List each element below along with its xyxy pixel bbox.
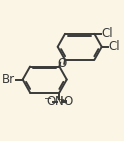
Text: Cl: Cl (108, 40, 120, 53)
Text: O: O (63, 95, 73, 108)
Text: Br: Br (2, 73, 15, 86)
Text: O: O (46, 95, 56, 108)
Text: +: + (58, 95, 64, 103)
Text: Cl: Cl (101, 27, 113, 40)
Text: N: N (55, 95, 64, 108)
Text: −: − (44, 94, 52, 104)
Text: O: O (58, 57, 67, 70)
